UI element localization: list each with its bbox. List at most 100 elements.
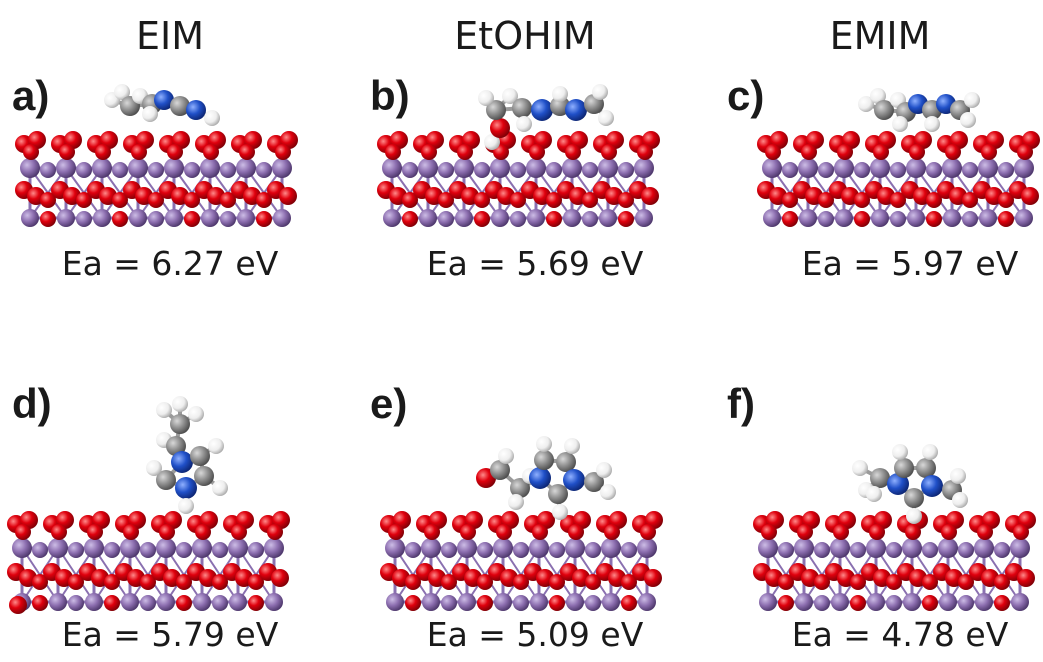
oxygen-atom	[148, 192, 164, 208]
hydrogen-atom	[892, 444, 908, 460]
hydrogen-atom	[600, 484, 616, 500]
metal-atom	[834, 158, 854, 178]
hydrogen-atom	[204, 110, 220, 126]
oxygen-atom	[644, 569, 662, 587]
oxygen-atom	[640, 524, 656, 540]
metal-atom	[104, 542, 120, 558]
metal-atom	[56, 158, 76, 178]
oxygen-atom	[51, 524, 67, 540]
metal-atom	[455, 209, 473, 227]
metal-atom	[493, 538, 513, 558]
oxygen-atom	[814, 574, 830, 590]
oxygen-atom	[765, 144, 781, 160]
metal-atom	[12, 538, 32, 558]
energy-label-e: Ea = 5.09 eV	[426, 615, 644, 654]
metal-atom	[419, 209, 437, 227]
oxide-slab-f	[753, 511, 1036, 611]
metal-atom	[494, 593, 512, 611]
metal-atom	[148, 162, 164, 178]
metal-atom	[157, 593, 175, 611]
metal-atom	[1010, 538, 1030, 558]
metal-atom	[49, 593, 67, 611]
carbon-atom	[510, 478, 530, 498]
oxygen-atom	[496, 524, 512, 540]
metal-atom	[165, 209, 183, 227]
nitrogen-atom	[887, 473, 909, 495]
carbon-atom	[490, 460, 510, 480]
metal-atom	[598, 158, 618, 178]
hydrogen-atom	[922, 444, 938, 460]
panel-label-f: f)	[727, 380, 755, 427]
metal-atom	[184, 162, 200, 178]
molecule-etohim-flat	[478, 84, 614, 150]
oxygen-atom	[922, 574, 938, 590]
oxygen-atom	[23, 144, 39, 160]
hydrogen-atom	[484, 134, 500, 150]
oxygen-atom	[945, 144, 961, 160]
metal-atom	[1014, 158, 1034, 178]
oxygen-atom	[601, 144, 617, 160]
metal-atom	[546, 162, 562, 178]
oxygen-atom	[184, 211, 200, 227]
oxygen-atom	[220, 192, 236, 208]
metal-atom	[477, 542, 493, 558]
oxygen-atom	[490, 118, 510, 138]
oxygen-atom	[782, 211, 798, 227]
metal-atom	[795, 593, 813, 611]
hydrogen-atom	[960, 112, 976, 128]
metal-atom	[866, 538, 886, 558]
metal-atom	[566, 593, 584, 611]
metal-atom	[994, 542, 1010, 558]
metal-atom	[1015, 209, 1033, 227]
metal-atom	[562, 158, 582, 178]
metal-atom	[794, 538, 814, 558]
metal-atom	[529, 538, 549, 558]
metal-atom	[942, 158, 962, 178]
oxygen-atom	[104, 574, 120, 590]
metal-atom	[513, 595, 529, 611]
metal-atom	[903, 593, 921, 611]
metal-atom	[212, 542, 228, 558]
energy-label-f: Ea = 4.78 eV	[791, 615, 1009, 654]
metal-atom	[513, 542, 529, 558]
hydrogen-atom	[502, 88, 518, 104]
metal-atom	[602, 593, 620, 611]
oxygen-atom	[618, 192, 634, 208]
column-title-emim: EMIM	[829, 14, 931, 58]
metal-atom	[272, 158, 292, 178]
hydrogen-atom	[964, 92, 980, 108]
oxide-slab-e	[380, 511, 663, 611]
panel-label-e: e)	[370, 380, 408, 427]
metal-atom	[236, 158, 256, 178]
panel-label-b: b)	[370, 72, 410, 119]
oxygen-atom	[95, 144, 111, 160]
oxygen-atom	[457, 144, 473, 160]
metal-atom	[906, 158, 926, 178]
metal-atom	[140, 595, 156, 611]
metal-atom	[201, 209, 219, 227]
oxygen-atom	[854, 192, 870, 208]
hydrogen-atom	[596, 462, 612, 478]
panel-label-c: c)	[727, 72, 765, 119]
oxygen-atom	[998, 192, 1014, 208]
metal-atom	[902, 538, 922, 558]
metal-atom	[638, 593, 656, 611]
hydrogen-atom	[536, 436, 552, 452]
metal-atom	[402, 162, 418, 178]
hydrogen-atom	[952, 492, 968, 508]
column-title-etohim: EtOHIM	[454, 14, 596, 58]
oxygen-atom	[421, 144, 437, 160]
metal-atom	[121, 593, 139, 611]
metal-atom	[871, 209, 889, 227]
metal-atom	[421, 538, 441, 558]
oxygen-atom	[1021, 187, 1039, 205]
metal-atom	[454, 158, 474, 178]
oxygen-atom	[203, 144, 219, 160]
hydrogen-atom	[156, 402, 172, 418]
carbon-atom	[166, 436, 186, 456]
metal-atom	[273, 209, 291, 227]
oxygen-atom	[529, 144, 545, 160]
metal-atom	[907, 209, 925, 227]
metal-atom	[382, 158, 402, 178]
oxygen-atom	[532, 524, 548, 540]
